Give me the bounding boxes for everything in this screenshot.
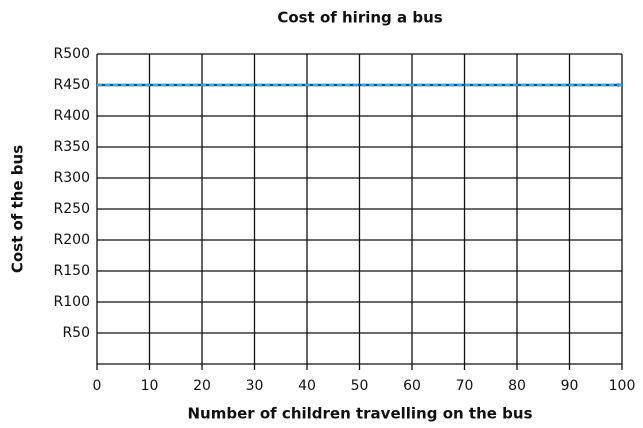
y-tick-label: R500 bbox=[54, 46, 90, 62]
y-tick-label: R200 bbox=[54, 232, 90, 248]
x-tick-label: 50 bbox=[351, 378, 369, 394]
y-tick-label: R450 bbox=[54, 77, 90, 93]
y-tick-label: R250 bbox=[54, 201, 90, 217]
x-tick-label: 40 bbox=[298, 378, 316, 394]
y-tick-label: R350 bbox=[54, 139, 90, 155]
y-axis-label: Cost of the bus bbox=[9, 145, 27, 273]
x-tick-label: 70 bbox=[456, 378, 474, 394]
x-tick-label: 30 bbox=[246, 378, 264, 394]
y-tick-label: R400 bbox=[54, 108, 90, 124]
x-axis-label: Number of children travelling on the bus bbox=[187, 405, 532, 423]
chart-title: Cost of hiring a bus bbox=[277, 9, 442, 27]
y-tick-label: R50 bbox=[62, 325, 90, 341]
x-tick-label: 60 bbox=[403, 378, 421, 394]
x-tick-label: 0 bbox=[93, 378, 102, 394]
x-tick-label: 20 bbox=[193, 378, 211, 394]
x-tick-label: 10 bbox=[141, 378, 159, 394]
y-tick-label: R300 bbox=[54, 170, 90, 186]
x-tick-label: 80 bbox=[508, 378, 526, 394]
x-tick-label: 90 bbox=[561, 378, 579, 394]
x-tick-label: 100 bbox=[609, 378, 636, 394]
y-tick-label: R100 bbox=[54, 294, 90, 310]
y-tick-label: R150 bbox=[54, 263, 90, 279]
